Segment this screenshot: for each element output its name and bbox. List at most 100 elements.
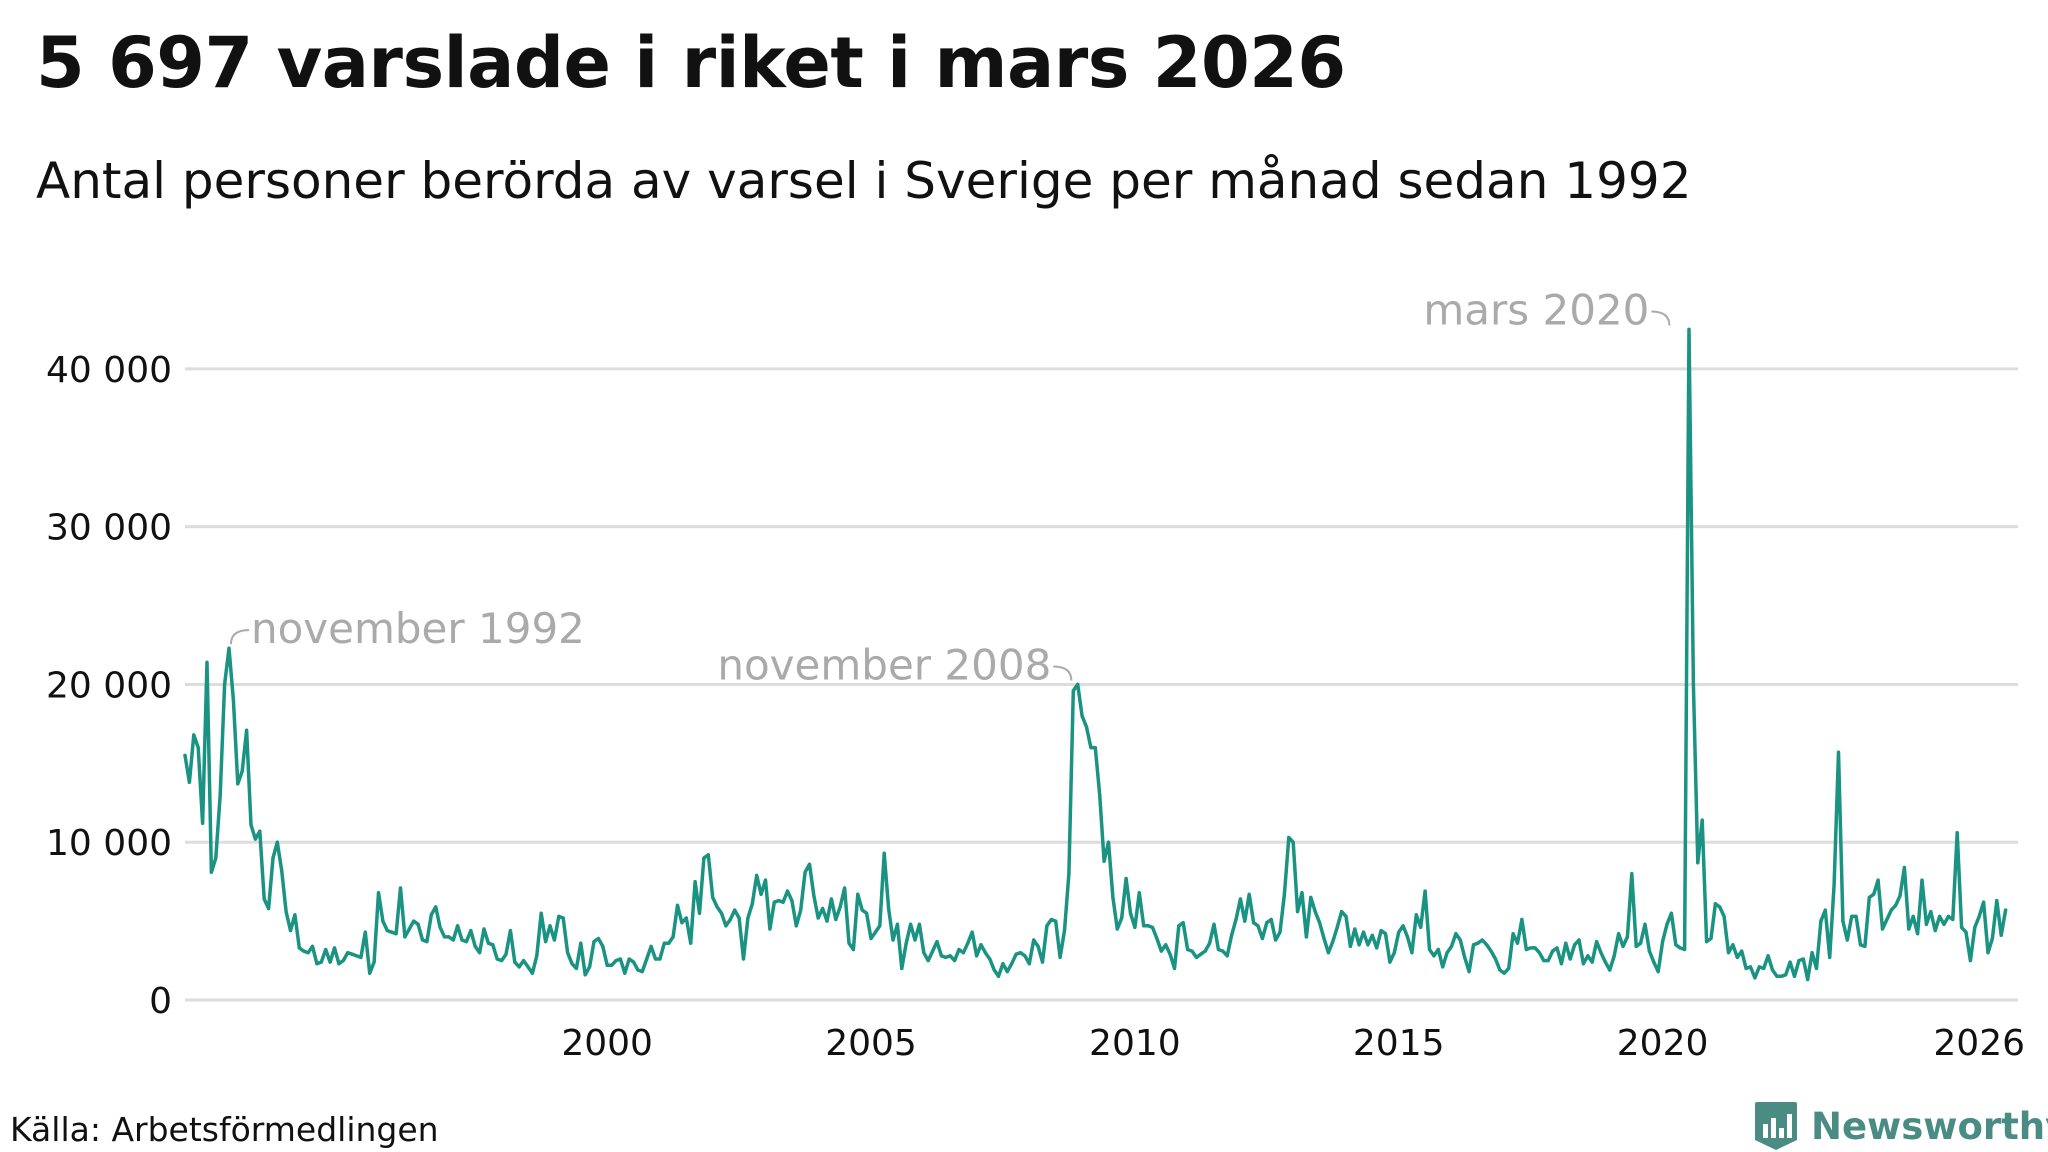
data-point (1186, 947, 1190, 952)
data-point (803, 870, 807, 874)
data-point (891, 938, 895, 942)
data-point (561, 916, 565, 920)
data-point (315, 962, 319, 966)
data-point (456, 924, 460, 928)
data-point (1630, 872, 1634, 876)
data-point (847, 941, 851, 945)
data-point (491, 943, 495, 947)
data-point (1665, 922, 1669, 926)
data-point (1480, 938, 1484, 942)
data-point (1511, 932, 1515, 936)
data-point (359, 955, 363, 960)
data-point (592, 940, 596, 944)
data-point (1674, 943, 1678, 947)
data-point (565, 951, 570, 955)
data-point (1766, 954, 1770, 958)
data-point (209, 870, 213, 874)
data-point (1005, 970, 1009, 974)
data-point (1230, 933, 1234, 937)
data-point (1018, 951, 1023, 955)
data-point (1036, 944, 1040, 948)
data-point (1155, 936, 1159, 941)
data-point (887, 906, 891, 911)
data-point (363, 930, 367, 934)
annotation-leader (1053, 665, 1073, 681)
data-point (1322, 936, 1326, 941)
data-point (680, 921, 684, 925)
data-point (1507, 966, 1511, 971)
data-point (1735, 955, 1739, 960)
data-point (1977, 914, 1981, 918)
data-point (601, 944, 605, 948)
data-point (614, 958, 618, 963)
data-point (1498, 968, 1502, 972)
data-point (284, 910, 288, 914)
data-point (1520, 917, 1524, 922)
data-point (522, 958, 526, 963)
data-point (618, 957, 622, 961)
data-point (390, 930, 394, 934)
data-point (1960, 925, 1964, 930)
data-point (750, 902, 754, 906)
data-point (486, 941, 491, 945)
data-point (1476, 941, 1480, 945)
data-point (755, 873, 759, 877)
data-point (1885, 917, 1889, 922)
data-point (227, 646, 231, 650)
data-point (966, 941, 970, 945)
data-point (961, 951, 965, 955)
data-point (1595, 940, 1599, 944)
data-point (1968, 958, 1973, 963)
data-point (1463, 955, 1467, 960)
data-point (442, 935, 447, 939)
data-point (1779, 974, 1783, 978)
data-point (1449, 944, 1454, 948)
data-point (1515, 941, 1520, 945)
data-point (1788, 960, 1792, 964)
data-point (623, 971, 627, 975)
data-point (1986, 951, 1990, 955)
data-point (1133, 925, 1137, 930)
data-point (1933, 928, 1937, 933)
data-point (403, 935, 407, 939)
data-point (1533, 946, 1537, 950)
data-point (1089, 745, 1093, 750)
data-point (939, 954, 943, 958)
data-point (1898, 894, 1902, 898)
data-point (1911, 914, 1915, 918)
brand-logo: Newsworthy (1753, 1100, 2048, 1152)
data-point (1537, 951, 1542, 955)
data-point (706, 853, 710, 857)
data-point (1836, 750, 1841, 754)
data-point (319, 960, 323, 964)
data-point (596, 936, 600, 941)
data-point (1621, 944, 1625, 948)
data-point (1309, 895, 1313, 900)
data-point (500, 958, 504, 963)
data-point (183, 753, 187, 758)
data-point (979, 943, 983, 947)
data-point (865, 911, 869, 915)
data-point (1806, 977, 1810, 982)
data-point (587, 965, 592, 969)
data-point (913, 938, 917, 942)
data-point (948, 954, 952, 958)
data-point (1854, 914, 1858, 918)
data-point (799, 908, 803, 912)
data-point (1045, 924, 1049, 928)
data-point (988, 957, 992, 961)
data-point (812, 894, 816, 898)
data-point (1040, 960, 1045, 964)
data-point (1748, 965, 1753, 969)
data-point (930, 949, 935, 953)
data-point (1823, 908, 1827, 912)
data-point (983, 951, 987, 955)
data-point (1080, 714, 1084, 718)
data-point (631, 960, 636, 964)
data-point (1744, 966, 1748, 971)
data-point (535, 954, 539, 958)
data-point (640, 970, 644, 974)
data-point (583, 973, 587, 977)
data-point (513, 960, 517, 964)
data-point (434, 905, 438, 909)
